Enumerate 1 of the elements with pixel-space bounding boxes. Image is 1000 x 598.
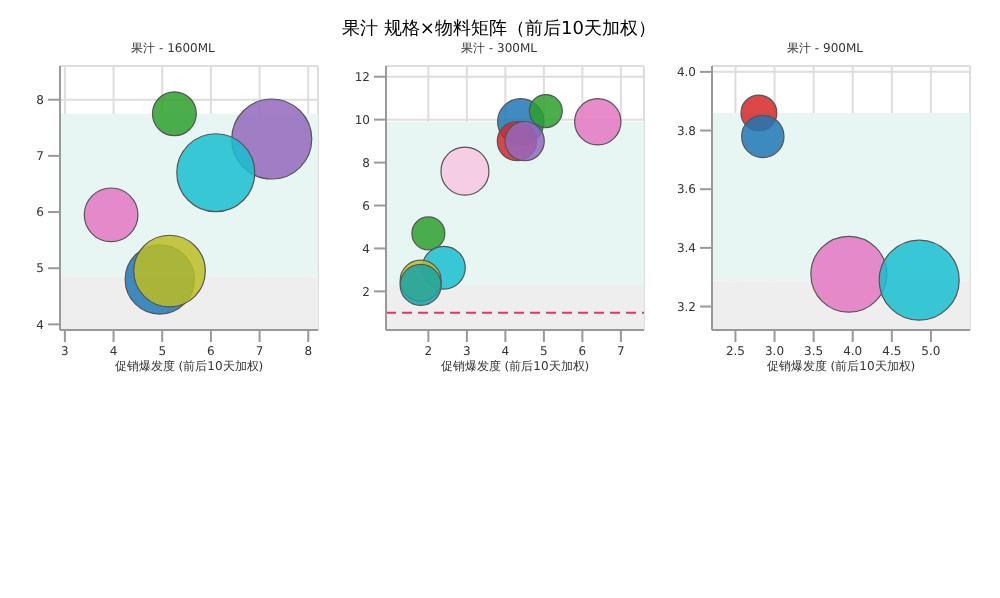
chart-title: 果汁 规格×物料矩阵（前后10天加权） xyxy=(342,17,656,40)
